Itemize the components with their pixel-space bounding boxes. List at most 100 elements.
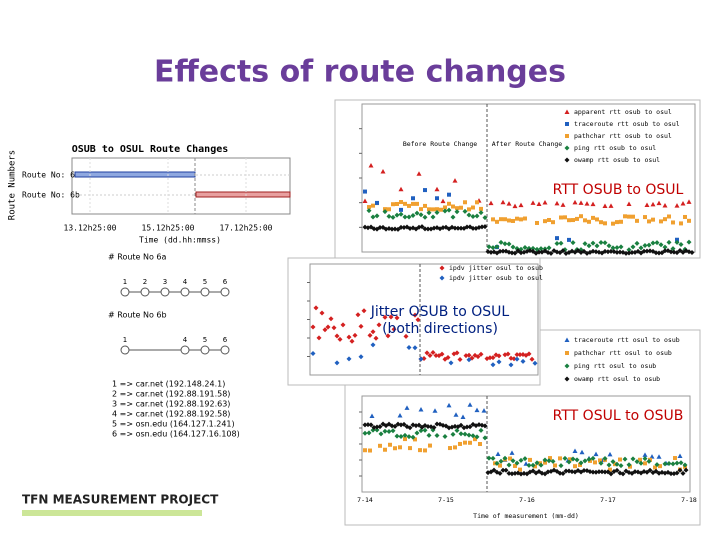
route-6a-bar <box>74 171 196 178</box>
point <box>630 456 636 462</box>
point <box>378 443 382 448</box>
point <box>614 245 620 251</box>
point <box>467 402 473 407</box>
point <box>454 209 460 215</box>
point <box>564 157 570 163</box>
point <box>673 456 677 461</box>
point <box>445 354 451 360</box>
point <box>475 200 479 205</box>
point <box>424 350 430 356</box>
point <box>662 248 668 254</box>
point <box>575 216 579 221</box>
point <box>502 455 508 461</box>
point <box>543 460 547 465</box>
point <box>510 244 516 250</box>
point <box>675 237 679 242</box>
point <box>418 356 424 362</box>
point <box>617 249 623 255</box>
point <box>509 471 515 477</box>
point <box>434 433 440 439</box>
point <box>546 245 552 251</box>
point <box>474 407 480 413</box>
point <box>558 456 562 461</box>
point <box>362 198 368 204</box>
point <box>447 201 451 206</box>
point <box>452 225 458 231</box>
point <box>398 445 402 450</box>
point <box>486 244 492 250</box>
point <box>374 424 380 430</box>
overlay-label: Jitter OSUB to OSUL <box>370 304 510 320</box>
point <box>395 201 399 206</box>
point <box>619 219 623 224</box>
point <box>599 469 605 475</box>
point <box>325 324 331 330</box>
point <box>482 224 488 230</box>
point <box>623 250 629 256</box>
point <box>386 428 392 434</box>
route-node-label: 5 <box>203 336 207 344</box>
point <box>430 214 436 220</box>
point <box>598 458 602 463</box>
route-node-label: 1 <box>123 278 127 286</box>
point <box>668 471 674 477</box>
point <box>566 459 572 465</box>
point <box>542 457 548 463</box>
x-axis-label: Time of measurement (mm-dd) <box>473 512 579 520</box>
point <box>590 240 596 246</box>
point <box>452 178 458 183</box>
point <box>644 248 650 254</box>
point <box>433 352 439 358</box>
point <box>559 215 563 220</box>
point <box>662 202 668 208</box>
point <box>505 351 511 357</box>
point <box>570 456 576 462</box>
point <box>586 243 592 249</box>
x-tick-label: 7-16 <box>519 496 535 504</box>
point <box>313 305 319 311</box>
point <box>682 462 688 468</box>
point <box>626 247 632 253</box>
point <box>689 250 695 256</box>
point <box>634 459 640 465</box>
point <box>460 414 466 419</box>
route-node <box>220 345 230 355</box>
point <box>535 220 539 225</box>
point <box>373 335 379 341</box>
point <box>659 250 665 256</box>
point <box>446 207 452 213</box>
point <box>423 448 427 453</box>
x-tick-label: 7-17 <box>600 496 616 504</box>
x-tick-label: 7-15 <box>438 496 454 504</box>
point <box>602 469 608 475</box>
point <box>382 209 388 215</box>
point <box>370 342 376 348</box>
point <box>679 221 683 226</box>
point <box>422 214 428 220</box>
point <box>496 359 502 365</box>
point <box>423 188 427 193</box>
point <box>602 240 608 246</box>
point <box>643 461 647 466</box>
point <box>398 186 404 192</box>
point <box>615 220 619 225</box>
point <box>387 207 391 212</box>
point <box>458 431 464 437</box>
panel-bg <box>334 99 701 259</box>
point <box>490 245 496 251</box>
point <box>355 312 361 318</box>
point <box>520 358 526 364</box>
point <box>623 214 627 219</box>
point <box>546 458 552 464</box>
point <box>653 465 657 470</box>
point <box>564 145 570 151</box>
point <box>497 470 503 476</box>
point <box>491 217 495 222</box>
point <box>423 203 427 208</box>
point <box>608 471 614 477</box>
point <box>514 356 520 362</box>
point <box>560 248 566 254</box>
point <box>511 218 515 223</box>
point <box>462 431 468 437</box>
point <box>608 467 612 472</box>
